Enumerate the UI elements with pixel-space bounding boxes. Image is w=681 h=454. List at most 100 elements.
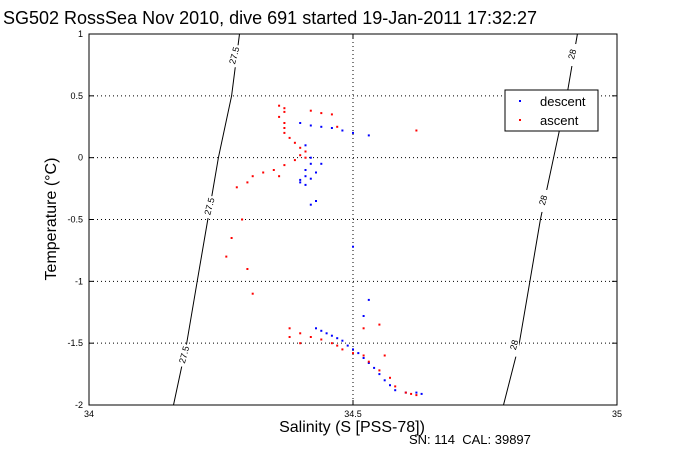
- descent-point: [309, 156, 312, 159]
- legend-box: [504, 89, 599, 132]
- ascent-point: [378, 369, 381, 372]
- descent-point: [415, 391, 418, 394]
- contour-label-bg: [229, 45, 240, 68]
- ascent-point: [320, 112, 323, 115]
- x-tick-label: 34.5: [344, 409, 362, 419]
- ascent-point: [235, 186, 238, 189]
- ascent-point: [278, 175, 281, 178]
- ascent-point: [241, 218, 244, 221]
- descent-point: [304, 144, 307, 147]
- ascent-point: [299, 332, 302, 335]
- ascent-point: [288, 327, 291, 330]
- descent-point: [315, 200, 317, 202]
- descent-point: [389, 384, 391, 387]
- descent-point: [299, 178, 302, 181]
- contour-label: 27.5: [177, 345, 191, 365]
- ascent-point: [283, 127, 286, 129]
- ascent-point: [246, 268, 249, 270]
- descent-point: [420, 392, 423, 395]
- legend-ascent-label: ascent: [540, 113, 579, 128]
- ascent-point: [278, 104, 281, 107]
- descent-point: [304, 169, 307, 171]
- ascent-point: [251, 292, 254, 295]
- ascent-point: [304, 156, 307, 159]
- ascent-point: [304, 150, 307, 153]
- descent-point: [341, 339, 344, 342]
- ascent-point: [299, 342, 302, 345]
- ascent-point: [367, 360, 370, 363]
- descent-point: [299, 122, 302, 124]
- ascent-point: [410, 392, 413, 395]
- descent-point: [357, 352, 360, 355]
- ascent-point: [336, 344, 339, 347]
- ascent-point: [299, 146, 302, 149]
- ascent-point: [394, 385, 397, 388]
- ascent-point: [309, 109, 312, 112]
- ascent-point: [251, 175, 254, 178]
- descent-point: [367, 134, 370, 137]
- y-tick-label: -1.5: [67, 338, 83, 348]
- ascent-point: [378, 323, 381, 326]
- ascent-point: [293, 159, 296, 162]
- descent-point: [309, 124, 312, 127]
- axes: 34 34.5 35 -2 -1.5 -1 -0.5 0 0.5 1: [67, 29, 622, 419]
- ascent-point: [246, 181, 249, 184]
- descent-point: [309, 203, 312, 206]
- ascent-point: [309, 336, 312, 338]
- descent-point: [309, 162, 312, 165]
- ascent-point: [230, 237, 233, 239]
- descent-point: [315, 327, 317, 330]
- ascent-point: [362, 327, 365, 330]
- x-tick-label: 34: [84, 409, 94, 419]
- descent-point: [309, 177, 312, 180]
- chart-title: SG502 RossSea Nov 2010, dive 691 started…: [3, 8, 537, 28]
- ascent-point: [383, 354, 386, 357]
- descent-point: [320, 162, 323, 165]
- ascent-point: [283, 122, 286, 124]
- contour-label-bg: [538, 189, 549, 212]
- ascent-point: [336, 125, 339, 128]
- descent-point: [352, 348, 354, 351]
- chart-legend: descent ascent: [504, 89, 599, 132]
- y-axis-label: Temperature (°C): [43, 158, 60, 281]
- descent-point: [304, 175, 307, 178]
- descent-point: [315, 171, 317, 174]
- y-tick-label: -0.5: [67, 215, 83, 225]
- ascent-point: [288, 136, 291, 139]
- ascent-point: [288, 336, 291, 338]
- descent-point: [383, 379, 386, 382]
- ascent-point: [330, 113, 333, 116]
- y-tick-label: 0: [78, 153, 83, 163]
- descent-point: [373, 366, 376, 369]
- descent-point: [346, 344, 349, 347]
- contour-line: [173, 33, 240, 406]
- y-tick-label: 1: [78, 29, 83, 39]
- descent-point: [330, 334, 333, 337]
- ascent-point: [293, 141, 296, 144]
- descent-point: [352, 131, 354, 134]
- descent-point: [394, 389, 397, 392]
- ascent-point: [389, 376, 391, 379]
- descent-point: [378, 373, 381, 376]
- descent-point: [367, 298, 370, 301]
- ascent-point: [404, 391, 407, 394]
- x-axis-label: Salinity (S [PSS-78]): [279, 419, 425, 436]
- contour-label: 27.5: [202, 197, 216, 217]
- descent-point: [299, 181, 302, 184]
- descent-point: [367, 362, 370, 364]
- descent-point: [362, 357, 365, 359]
- contour-label: 27.5: [227, 46, 241, 66]
- legend-descent-marker: [519, 100, 521, 102]
- ascent-point: [352, 352, 354, 355]
- ascent-point: [283, 110, 286, 113]
- descent-point: [336, 337, 339, 340]
- ascent-point: [299, 154, 302, 157]
- ascent-point: [272, 169, 275, 171]
- descent-point: [330, 127, 333, 129]
- ascent-point: [262, 171, 265, 174]
- contour-label-bg: [179, 344, 190, 367]
- calibration-footer: SN: 114 CAL: 39897: [409, 432, 531, 447]
- ascent-point: [341, 348, 344, 351]
- descent-point: [320, 329, 323, 332]
